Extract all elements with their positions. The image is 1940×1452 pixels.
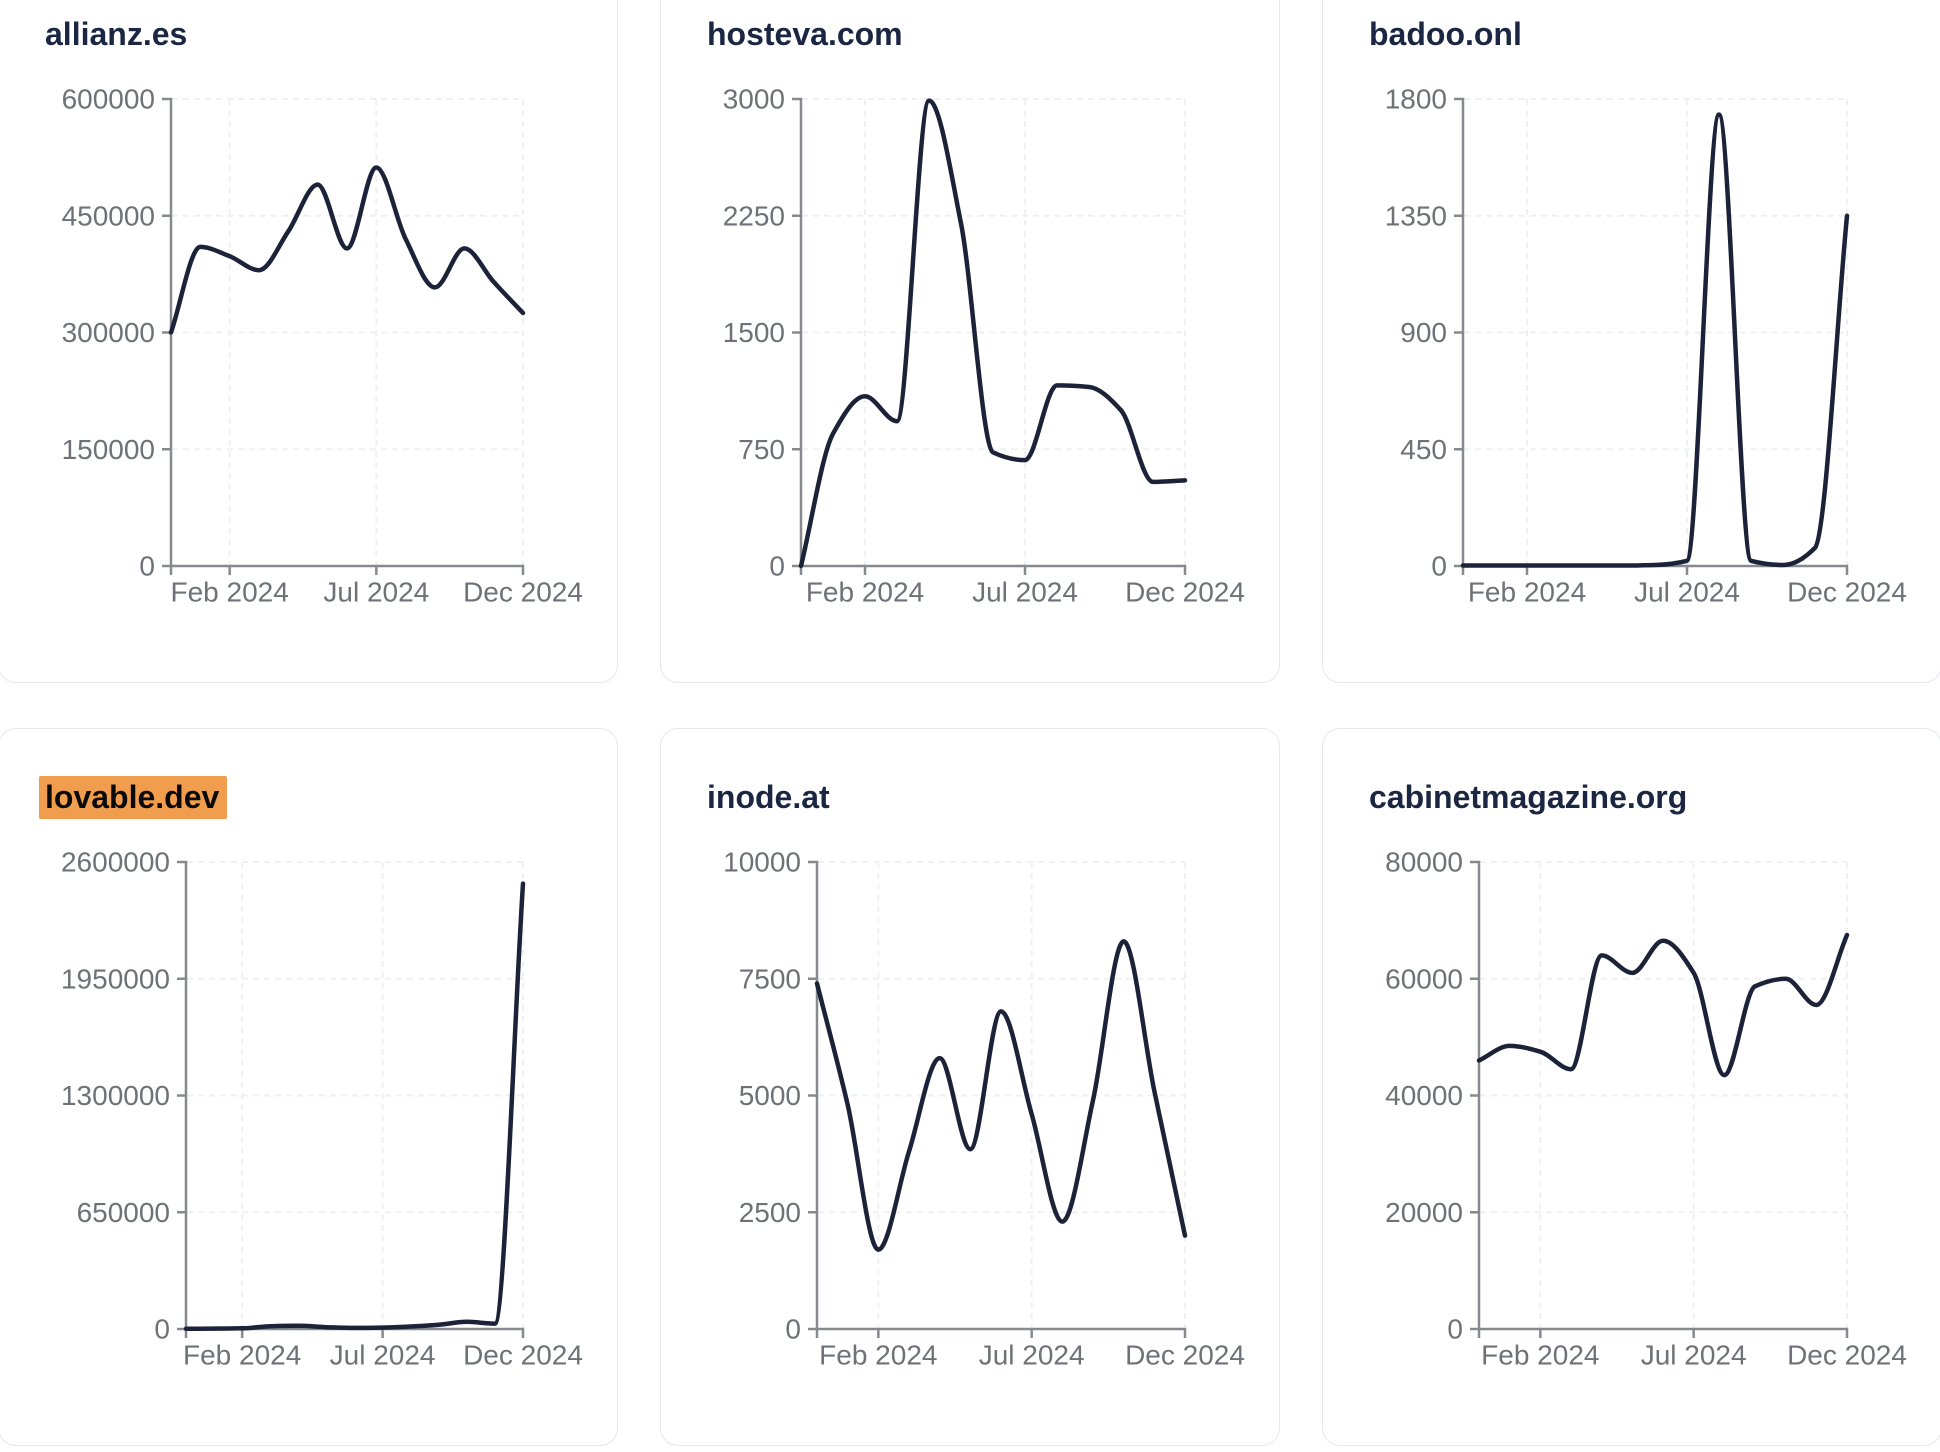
x-tick-label: Feb 2024 bbox=[1468, 577, 1586, 608]
chart-card: lovable.dev 0 650000 1300000 1950000 2600000… bbox=[0, 728, 618, 1446]
chart-title-row: badoo.onl bbox=[1369, 16, 1522, 53]
series-line bbox=[1476, 932, 1850, 1078]
y-tick-label: 0 bbox=[1447, 1314, 1463, 1345]
y-tick-label: 1300000 bbox=[61, 1080, 170, 1111]
x-tick-label: Dec 2024 bbox=[1787, 577, 1907, 608]
y-tick-label: 0 bbox=[1431, 551, 1447, 582]
x-tick-label: Feb 2024 bbox=[1481, 1340, 1599, 1371]
y-tick-label: 900 bbox=[1400, 317, 1447, 348]
y-tick-label: 600000 bbox=[62, 84, 155, 115]
y-tick-label: 60000 bbox=[1385, 963, 1463, 994]
chart-title[interactable]: hosteva.com bbox=[707, 16, 903, 52]
x-axis bbox=[1477, 1327, 1849, 1338]
series-line bbox=[168, 165, 526, 335]
x-tick-label: Feb 2024 bbox=[819, 1340, 937, 1371]
x-tick-label: Jul 2024 bbox=[972, 577, 1078, 608]
y-tick-label: 1950000 bbox=[61, 963, 170, 994]
x-tick-label: Dec 2024 bbox=[463, 577, 583, 608]
y-tick-label: 150000 bbox=[62, 434, 155, 465]
series-line bbox=[814, 939, 1188, 1252]
x-tick-label: Jul 2024 bbox=[1641, 1340, 1747, 1371]
x-tick-label: Dec 2024 bbox=[1125, 577, 1245, 608]
y-tick-label: 2250 bbox=[723, 200, 785, 231]
chart-title-row: allianz.es bbox=[45, 16, 187, 53]
line-chart: 0 2500 5000 7500 10000 Feb 2024 Jul 2024 Dec 20… bbox=[723, 847, 1245, 1371]
y-tick-label: 3000 bbox=[723, 84, 785, 115]
y-tick-label: 2600000 bbox=[61, 847, 170, 878]
chart-title[interactable]: cabinetmagazine.org bbox=[1369, 779, 1688, 815]
x-tick-label: Dec 2024 bbox=[1125, 1340, 1245, 1371]
chart-title-row: inode.at bbox=[707, 779, 830, 816]
chart-title[interactable]: badoo.onl bbox=[1369, 16, 1522, 52]
y-tick-label: 450000 bbox=[62, 200, 155, 231]
series-line bbox=[798, 98, 1188, 569]
y-tick-label: 1800 bbox=[1385, 84, 1447, 115]
line-chart: 0 750 1500 2250 3000 Feb 2024 Jul 2024 Dec 2024 bbox=[723, 84, 1245, 608]
y-tick-label: 7500 bbox=[739, 963, 801, 994]
chart-card: inode.at 0 2500 5000 7500 10000 Feb 2024 Jul 2… bbox=[660, 728, 1280, 1446]
line-chart: 0 150000 300000 450000 600000 Feb 2024 Jul 202… bbox=[62, 84, 583, 608]
x-axis bbox=[169, 564, 525, 575]
chart-card: badoo.onl 0 450 900 1350 1800 Feb 2024 Jul 202… bbox=[1322, 0, 1940, 683]
y-tick-label: 0 bbox=[769, 551, 785, 582]
x-tick-label: Feb 2024 bbox=[806, 577, 924, 608]
y-tick-label: 40000 bbox=[1385, 1080, 1463, 1111]
line-chart: 0 450 900 1350 1800 Feb 2024 Jul 2024 Dec 2024 bbox=[1385, 84, 1907, 608]
y-tick-label: 2500 bbox=[739, 1197, 801, 1228]
series-line bbox=[183, 881, 526, 1332]
x-tick-label: Jul 2024 bbox=[323, 577, 429, 608]
y-tick-label: 5000 bbox=[739, 1080, 801, 1111]
x-tick-label: Jul 2024 bbox=[1634, 577, 1740, 608]
y-tick-label: 1500 bbox=[723, 317, 785, 348]
x-tick-label: Dec 2024 bbox=[1787, 1340, 1907, 1371]
y-tick-label: 0 bbox=[785, 1314, 801, 1345]
x-tick-label: Jul 2024 bbox=[330, 1340, 436, 1371]
series-line bbox=[1460, 112, 1850, 568]
chart-title[interactable]: lovable.dev bbox=[39, 776, 228, 819]
chart-title-row: lovable.dev bbox=[39, 776, 228, 819]
y-tick-label: 650000 bbox=[77, 1197, 170, 1228]
y-tick-label: 10000 bbox=[723, 847, 801, 878]
chart-title-row: cabinetmagazine.org bbox=[1369, 779, 1687, 816]
chart-card: hosteva.com 0 750 1500 2250 3000 Feb 2024 Jul … bbox=[660, 0, 1280, 683]
y-tick-label: 1350 bbox=[1385, 200, 1447, 231]
chart-title[interactable]: allianz.es bbox=[45, 16, 188, 52]
chart-card: allianz.es 0 150000 300000 450000 600000 Feb … bbox=[0, 0, 618, 683]
y-tick-label: 80000 bbox=[1385, 847, 1463, 878]
chart-card: cabinetmagazine.org 0 20000 40000 60000 8000… bbox=[1322, 728, 1940, 1446]
y-tick-label: 450 bbox=[1400, 434, 1447, 465]
x-tick-label: Jul 2024 bbox=[979, 1340, 1085, 1371]
chart-title[interactable]: inode.at bbox=[707, 779, 830, 815]
chart-title-row: hosteva.com bbox=[707, 16, 903, 53]
x-tick-label: Feb 2024 bbox=[183, 1340, 301, 1371]
y-tick-label: 0 bbox=[154, 1314, 170, 1345]
line-chart: 0 20000 40000 60000 80000 Feb 2024 Jul 2024 Dec… bbox=[1385, 847, 1907, 1371]
x-tick-label: Dec 2024 bbox=[463, 1340, 583, 1371]
y-tick-label: 750 bbox=[738, 434, 785, 465]
y-tick-label: 300000 bbox=[62, 317, 155, 348]
x-tick-label: Feb 2024 bbox=[171, 577, 289, 608]
x-axis bbox=[799, 564, 1187, 575]
y-tick-label: 0 bbox=[139, 551, 155, 582]
y-tick-label: 20000 bbox=[1385, 1197, 1463, 1228]
line-chart: 0 650000 1300000 1950000 2600000 Feb 2024 Jul … bbox=[61, 847, 583, 1371]
x-axis bbox=[815, 1327, 1187, 1338]
